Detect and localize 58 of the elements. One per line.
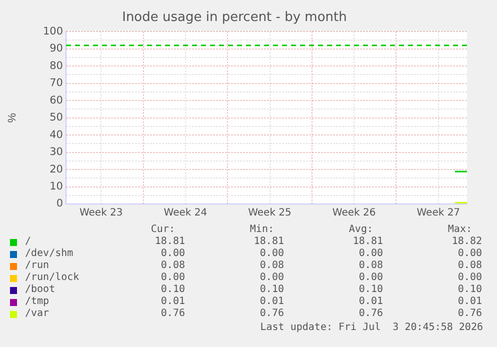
- legend-label: /tmp: [25, 296, 50, 308]
- text: Min:: [248, 224, 275, 236]
- text: 0.01: [258, 296, 284, 308]
- text: 0.76: [160, 308, 185, 320]
- legend-label: /run/lock: [25, 272, 80, 284]
- text: 0.00: [160, 248, 185, 260]
- text: Last update: Fri Jul 3 20:45:58 2026: [260, 322, 483, 333]
- text: 0.10: [456, 284, 482, 296]
- text: 0.08: [160, 260, 185, 272]
- text: 0.10: [258, 284, 284, 296]
- text: 0.00: [456, 248, 482, 260]
- text: 18.81: [252, 236, 284, 248]
- y-tick-label: 0: [56, 198, 63, 210]
- text: 0.76: [258, 308, 284, 320]
- text: 0.76: [456, 308, 482, 320]
- text: 0.08: [358, 260, 383, 272]
- x-tick-label: Week 25: [248, 208, 292, 219]
- y-tick-label: 100: [42, 25, 63, 38]
- legend-label: /boot: [25, 284, 56, 296]
- y-tick-label: 10: [50, 180, 63, 192]
- text: 0.08: [456, 260, 482, 272]
- chart-title: Inode usage in percent - by month: [122, 10, 347, 26]
- text: 0.10: [358, 284, 383, 296]
- text: Cur:: [150, 224, 176, 236]
- y-tick-label: 30: [50, 146, 63, 158]
- x-tick-label: Week 26: [332, 208, 376, 219]
- text: 0.00: [358, 272, 383, 284]
- text: 18.81: [352, 236, 383, 248]
- y-tick-label: 70: [50, 77, 63, 90]
- legend-label: /var: [25, 308, 50, 320]
- text: Avg:: [348, 224, 374, 236]
- y-tick-label: 80: [50, 60, 63, 72]
- text: 0.10: [160, 284, 185, 296]
- x-tick-label: Week 27: [416, 208, 460, 219]
- text: 0.08: [258, 260, 284, 272]
- text: 0.01: [456, 296, 482, 308]
- y-tick-label: 60: [50, 94, 63, 106]
- text: 0.00: [258, 248, 284, 260]
- text: 0.00: [358, 248, 383, 260]
- text: 18.81: [154, 236, 185, 248]
- y-tick-label: 20: [50, 163, 63, 176]
- legend-label: /dev/shm: [25, 248, 74, 260]
- text: 0.00: [160, 272, 185, 284]
- y-tick-label: 50: [50, 112, 63, 124]
- y-axis-title: %: [6, 112, 19, 123]
- text: Max:: [446, 224, 473, 236]
- text: 0.01: [358, 296, 383, 308]
- legend-label: /: [25, 236, 32, 248]
- legend-label: /run: [25, 260, 50, 272]
- text: 18.82: [450, 236, 482, 248]
- text: 0.00: [258, 272, 284, 284]
- x-tick-label: Week 23: [79, 208, 123, 219]
- x-tick-label: Week 24: [164, 208, 208, 219]
- y-tick-label: 40: [50, 128, 63, 141]
- y-tick-label: 90: [50, 42, 63, 55]
- text: 0.00: [456, 272, 482, 284]
- text: 0.76: [358, 308, 383, 320]
- text: 0.01: [160, 296, 185, 308]
